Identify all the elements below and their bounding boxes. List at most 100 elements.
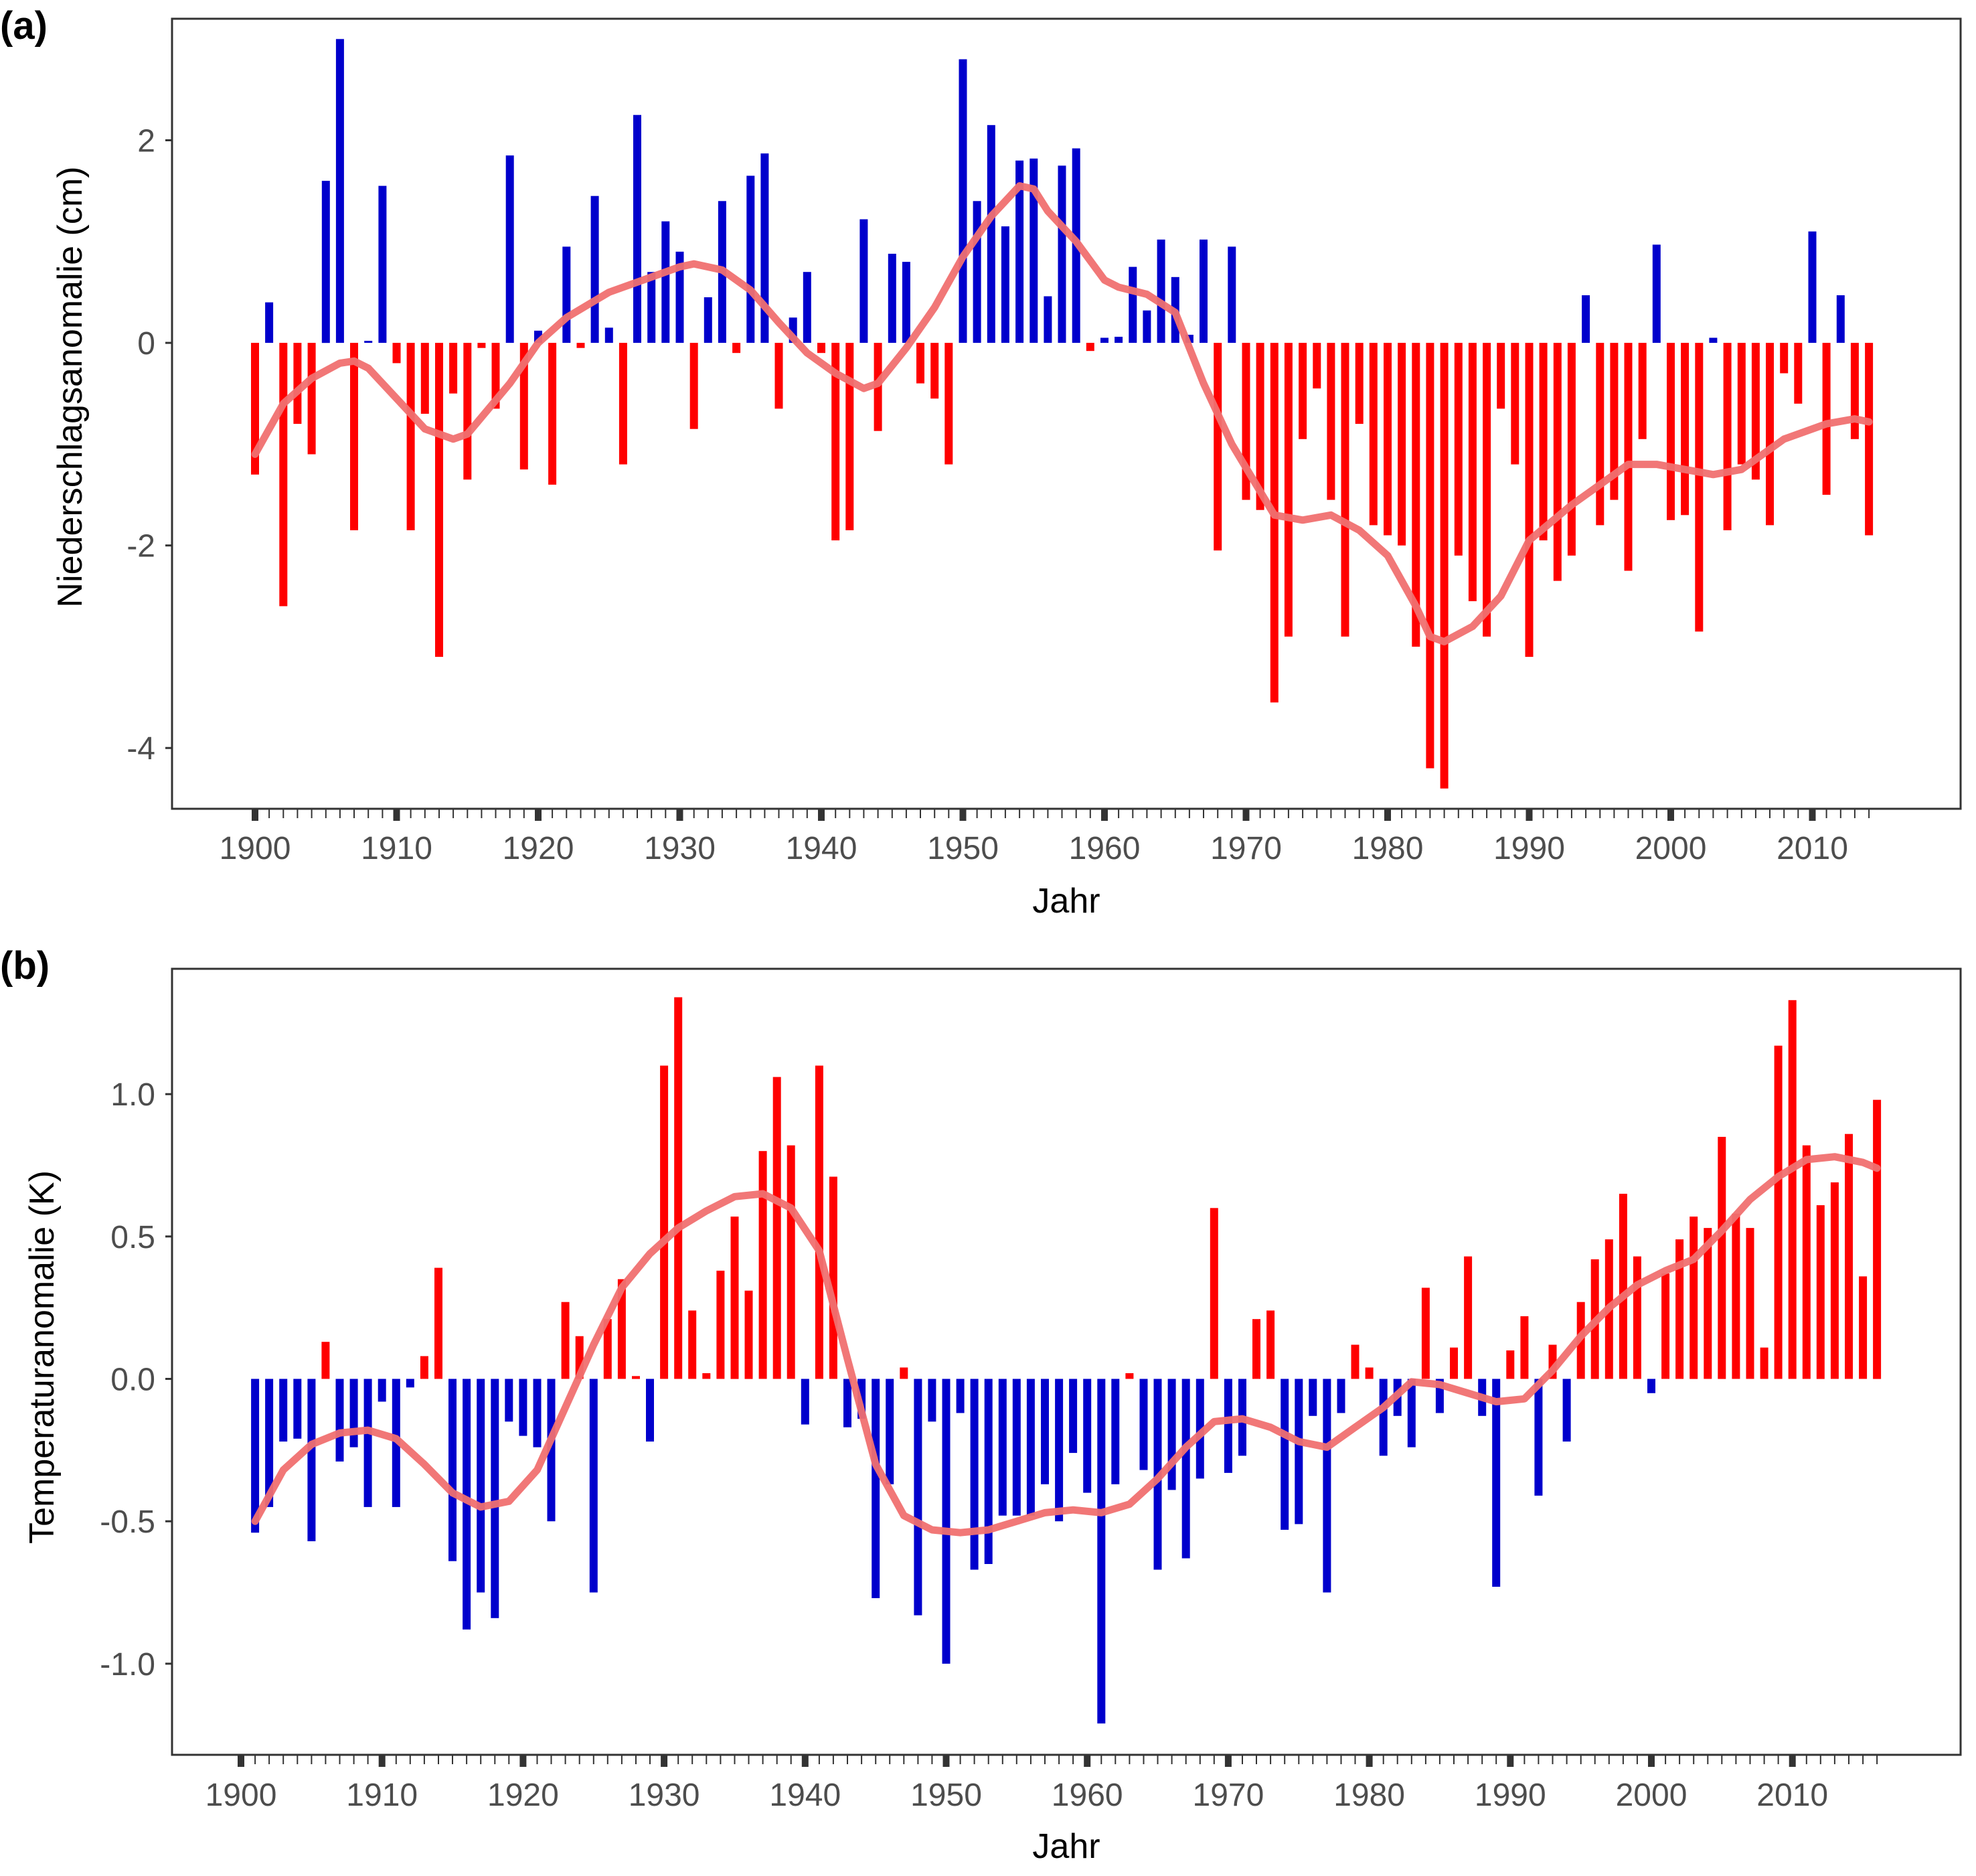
panel-a-y-axis-title: Niederschlagsanomalie (cm): [51, 167, 90, 608]
x-tick-label-1910: 1910: [361, 831, 432, 866]
bar-1900: [251, 343, 259, 475]
bar-1927: [617, 1279, 626, 1379]
bar-1963: [1143, 310, 1151, 343]
y-tick-label-1.0: 1.0: [110, 1077, 155, 1113]
bar-1967: [1200, 239, 1208, 343]
bar-1907: [350, 343, 358, 530]
bar-1941: [831, 343, 840, 541]
bar-1978: [1337, 1379, 1345, 1413]
bar-1935: [730, 1217, 739, 1379]
x-tick-label-1990: 1990: [1475, 1778, 1546, 1813]
bar-1951: [956, 1379, 965, 1413]
bar-1949: [944, 343, 953, 465]
bar-2011: [1822, 343, 1831, 495]
bar-1942: [829, 1176, 837, 1379]
bar-1976: [1309, 1379, 1317, 1416]
bar-1953: [984, 1379, 993, 1564]
bar-1994: [1562, 1379, 1571, 1442]
bar-1918: [491, 1379, 499, 1618]
panel-b-smooth-curve: [251, 1153, 1881, 1537]
bar-1924: [590, 196, 599, 343]
bar-1932: [704, 297, 712, 343]
bar-2003: [1690, 1217, 1698, 1379]
x-tick-label-1950: 1950: [910, 1778, 982, 1813]
bar-1905: [321, 181, 330, 343]
bar-1979: [1369, 343, 1378, 526]
bar-1959: [1069, 1379, 1078, 1454]
bar-1949: [928, 1379, 936, 1422]
bar-1964: [1139, 1379, 1148, 1470]
bar-1986: [1450, 1347, 1458, 1379]
x-tick-label-2010: 2010: [1756, 1778, 1828, 1813]
y-tick-label--4: -4: [127, 731, 155, 767]
bar-1990: [1525, 343, 1534, 657]
bar-1933: [702, 1373, 711, 1379]
bar-1908: [349, 1379, 358, 1448]
bar-1948: [930, 343, 939, 399]
bar-1942: [845, 343, 854, 530]
bar-1904: [293, 1379, 302, 1439]
y-tick-label-0.5: 0.5: [110, 1220, 155, 1255]
panel-a-label: (a): [0, 4, 48, 48]
bar-2005: [1718, 1137, 1726, 1379]
panel-b-bars: [251, 997, 1882, 1724]
y-tick-label-2: 2: [137, 124, 155, 159]
bar-1950: [959, 59, 967, 343]
bar-1977: [1341, 343, 1349, 637]
bar-1906: [335, 39, 344, 343]
bar-1954: [1015, 160, 1024, 343]
bar-2012: [1816, 1205, 1825, 1379]
bar-2014: [1845, 1134, 1853, 1379]
x-tick-label-1980: 1980: [1333, 1778, 1405, 1813]
panel-a-precipitation-chart: (a) Niederschlagsanomalie (cm) Jahr 1900…: [0, 4, 1962, 921]
x-tick-label-1900: 1900: [205, 1778, 277, 1813]
bar-1981: [1379, 1379, 1388, 1456]
bar-1916: [463, 1379, 471, 1630]
bar-1929: [646, 1379, 654, 1442]
bar-2002: [1675, 1239, 1684, 1379]
bar-1979: [1351, 1344, 1360, 1379]
bar-1992: [1534, 1379, 1543, 1496]
panel-a-y-axis: -4 -2 0 2: [127, 124, 172, 767]
bar-1974: [1299, 343, 1307, 439]
bar-1936: [744, 1290, 753, 1379]
bar-1960: [1083, 1379, 1092, 1493]
panel-b-temperature-chart: (b) Temperaturanomalie (K) Jahr 1900 1910…: [0, 944, 1962, 1866]
bar-2010: [1788, 1000, 1797, 1379]
bar-1954: [998, 1379, 1007, 1516]
bar-1923: [561, 1302, 570, 1379]
x-tick-label-1900: 1900: [220, 831, 291, 866]
x-tick-label-2000: 2000: [1616, 1778, 1687, 1813]
bar-1980: [1365, 1367, 1374, 1379]
bar-2007: [1766, 343, 1774, 526]
bar-1921: [548, 343, 557, 485]
bar-1921: [533, 1379, 542, 1448]
bar-1959: [1086, 343, 1094, 351]
bar-1923: [576, 343, 585, 348]
bar-1955: [1012, 1379, 1021, 1516]
bar-1973: [1284, 343, 1293, 637]
bar-1952: [970, 1379, 979, 1570]
bar-1911: [406, 343, 415, 530]
bar-1927: [633, 114, 641, 343]
bar-1909: [378, 185, 387, 343]
bar-1960: [1100, 337, 1108, 343]
smooth-line: [251, 1153, 1881, 1537]
bar-1913: [420, 1356, 428, 1379]
bar-2007: [1746, 1228, 1754, 1379]
bar-1905: [307, 1379, 316, 1541]
bar-1926: [619, 343, 627, 465]
bar-1961: [1115, 337, 1123, 343]
x-tick-label-2010: 2010: [1777, 831, 1848, 866]
bar-2003: [1709, 337, 1718, 343]
y-tick-label--1.0: -1.0: [100, 1647, 155, 1683]
x-tick-label-1960: 1960: [1069, 831, 1141, 866]
bar-1934: [732, 343, 741, 354]
bar-1928: [632, 1376, 640, 1379]
bar-1958: [1055, 1379, 1064, 1522]
bar-1919: [505, 1379, 513, 1422]
bar-1915: [448, 1379, 457, 1561]
bar-1907: [335, 1379, 344, 1462]
bar-1971: [1256, 343, 1264, 510]
panel-b-x-axis: 1900 1910 1920 1930 1940 1950 1960 1970 1980 1990…: [205, 1755, 1878, 1813]
